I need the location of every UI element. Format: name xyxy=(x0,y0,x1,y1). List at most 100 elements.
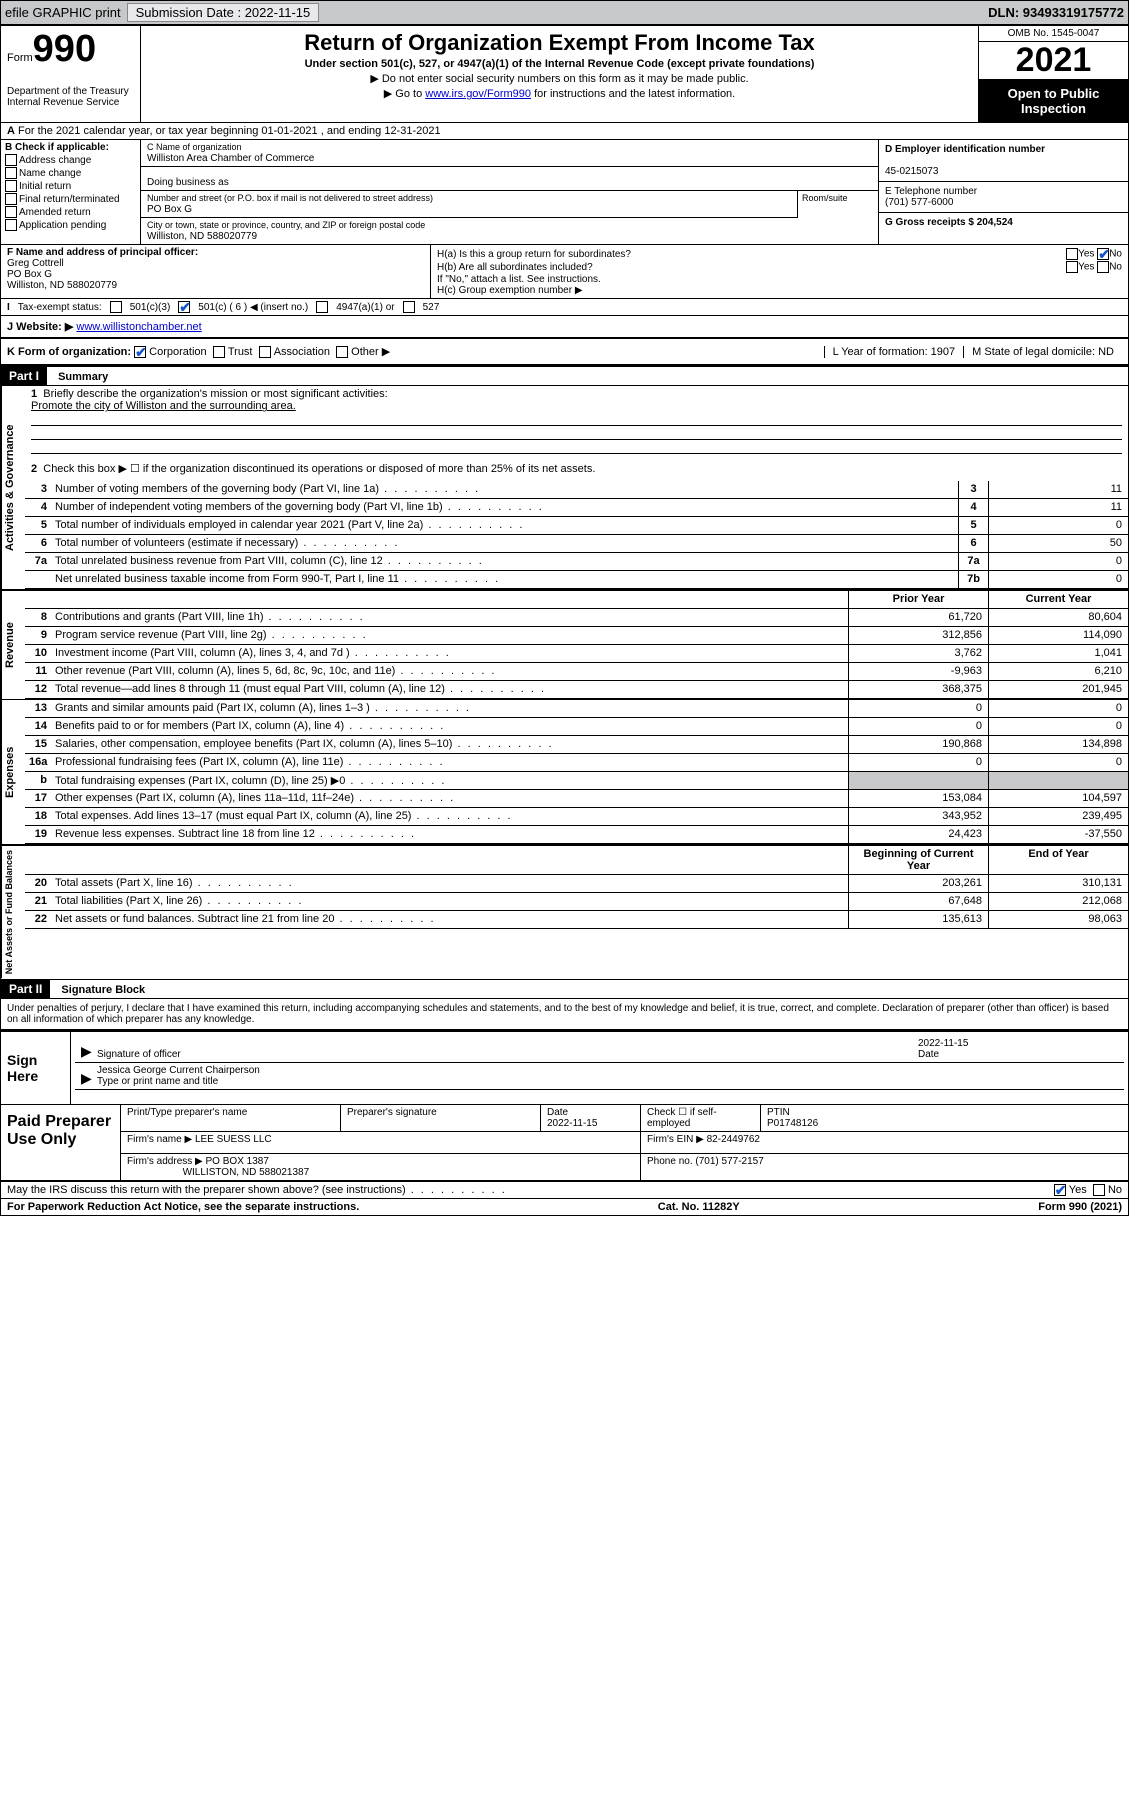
phone: (701) 577-6000 xyxy=(885,197,953,208)
table-row: 8Contributions and grants (Part VIII, li… xyxy=(25,609,1128,627)
table-row: 12Total revenue—add lines 8 through 11 (… xyxy=(25,681,1128,699)
chk-trust[interactable] xyxy=(213,346,225,358)
chk-527[interactable] xyxy=(403,301,415,313)
col-header-na: Beginning of Current Year End of Year xyxy=(25,846,1128,875)
table-row: 22Net assets or fund balances. Subtract … xyxy=(25,911,1128,929)
chk-amended[interactable] xyxy=(5,206,17,218)
irs-link[interactable]: www.irs.gov/Form990 xyxy=(425,88,531,100)
table-row: 14Benefits paid to or for members (Part … xyxy=(25,718,1128,736)
form-note1: ▶ Do not enter social security numbers o… xyxy=(147,72,972,85)
header-left: Form 990 Department of the Treasury Inte… xyxy=(1,26,141,122)
table-row: 21Total liabilities (Part X, line 26)67,… xyxy=(25,893,1128,911)
submission-button[interactable]: Submission Date : 2022-11-15 xyxy=(127,3,320,22)
summary-exp: Expenses 13Grants and similar amounts pa… xyxy=(1,699,1128,844)
chk-4947[interactable] xyxy=(316,301,328,313)
table-row: 17Other expenses (Part IX, column (A), l… xyxy=(25,790,1128,808)
website-link[interactable]: www.willistonchamber.net xyxy=(76,321,201,333)
chk-name[interactable] xyxy=(5,167,17,179)
vtab-rev: Revenue xyxy=(1,591,25,699)
chk-initial[interactable] xyxy=(5,180,17,192)
vtab-gov: Activities & Governance xyxy=(1,386,25,589)
chk-501c3[interactable] xyxy=(110,301,122,313)
header-right: OMB No. 1545-0047 2021 Open to Public In… xyxy=(978,26,1128,122)
group-return: H(a) Is this a group return for subordin… xyxy=(431,245,1128,298)
principal-officer: F Name and address of principal officer:… xyxy=(1,245,431,298)
hb-yes[interactable] xyxy=(1066,261,1078,273)
right-info: D Employer identification number45-02150… xyxy=(878,140,1128,244)
table-row: 5Total number of individuals employed in… xyxy=(25,517,1128,535)
summary-rev: Revenue Prior Year Current Year 8Contrib… xyxy=(1,589,1128,699)
summary-na: Net Assets or Fund Balances Beginning of… xyxy=(1,844,1128,978)
vtab-na: Net Assets or Fund Balances xyxy=(1,846,25,978)
org-info: C Name of organizationWilliston Area Cha… xyxy=(141,140,878,244)
table-row: 7aTotal unrelated business revenue from … xyxy=(25,553,1128,571)
form-number: 990 xyxy=(33,30,96,68)
ha-yes[interactable] xyxy=(1066,248,1078,260)
table-row: 3Number of voting members of the governi… xyxy=(25,481,1128,499)
vtab-exp: Expenses xyxy=(1,700,25,844)
table-row: 18Total expenses. Add lines 13–17 (must … xyxy=(25,808,1128,826)
row-k: K Form of organization: Corporation Trus… xyxy=(1,339,1128,366)
hb-no[interactable] xyxy=(1097,261,1109,273)
form-note2: ▶ Go to www.irs.gov/Form990 for instruct… xyxy=(147,87,972,100)
table-row: 4Number of independent voting members of… xyxy=(25,499,1128,517)
tax-year: 2021 xyxy=(979,42,1128,80)
sign-block: Sign Here ▶Signature of officer2022-11-1… xyxy=(1,1030,1128,1105)
row-a: A For the 2021 calendar year, or tax yea… xyxy=(1,123,1128,140)
chk-assoc[interactable] xyxy=(259,346,271,358)
mission: 1 Briefly describe the organization's mi… xyxy=(25,386,1128,456)
chk-501c[interactable] xyxy=(178,301,190,313)
table-row: 9Program service revenue (Part VIII, lin… xyxy=(25,627,1128,645)
table-row: 15Salaries, other compensation, employee… xyxy=(25,736,1128,754)
declaration: Under penalties of perjury, I declare th… xyxy=(1,999,1128,1030)
check-applicable: B Check if applicable: Address change Na… xyxy=(1,140,141,244)
ha-no[interactable] xyxy=(1097,248,1109,260)
col-header: Prior Year Current Year xyxy=(25,591,1128,609)
row-j: J Website: ▶ www.willistonchamber.net xyxy=(1,316,1128,339)
table-row: 6Total number of volunteers (estimate if… xyxy=(25,535,1128,553)
paid-preparer: Paid Preparer Use Only Print/Type prepar… xyxy=(1,1105,1128,1182)
table-row: bTotal fundraising expenses (Part IX, co… xyxy=(25,772,1128,790)
chk-final[interactable] xyxy=(5,193,17,205)
chk-corp[interactable] xyxy=(134,346,146,358)
table-row: 19Revenue less expenses. Subtract line 1… xyxy=(25,826,1128,844)
table-row: 20Total assets (Part X, line 16)203,2613… xyxy=(25,875,1128,893)
open-public-label: Open to Public Inspection xyxy=(979,80,1128,122)
state-domicile: M State of legal domicile: ND xyxy=(963,346,1122,358)
paid-title: Paid Preparer Use Only xyxy=(1,1105,121,1180)
section-b: B Check if applicable: Address change Na… xyxy=(1,140,1128,245)
sign-here: Sign Here xyxy=(1,1032,71,1104)
dept-label: Department of the Treasury Internal Reve… xyxy=(7,86,134,108)
chk-pending[interactable] xyxy=(5,219,17,231)
gross-receipts: G Gross receipts $ 204,524 xyxy=(885,217,1013,228)
dln-label: DLN: 93493319175772 xyxy=(988,5,1124,20)
efile-label: efile GRAPHIC print xyxy=(5,5,121,20)
may-discuss: May the IRS discuss this return with the… xyxy=(1,1182,1128,1199)
may-no[interactable] xyxy=(1093,1184,1105,1196)
row-i: ITax-exempt status: 501(c)(3) 501(c) ( 6… xyxy=(1,299,1128,316)
ein: 45-0215073 xyxy=(885,166,938,177)
org-name: Williston Area Chamber of Commerce xyxy=(147,153,314,164)
table-row: 13Grants and similar amounts paid (Part … xyxy=(25,700,1128,718)
form-title: Return of Organization Exempt From Incom… xyxy=(147,30,972,56)
form-container: Form 990 Department of the Treasury Inte… xyxy=(0,25,1129,1216)
table-row: 11Other revenue (Part VIII, column (A), … xyxy=(25,663,1128,681)
omb-label: OMB No. 1545-0047 xyxy=(979,26,1128,42)
chk-address[interactable] xyxy=(5,154,17,166)
part1-header: Part I Summary xyxy=(1,366,1128,386)
org-addr: PO Box G xyxy=(147,204,192,215)
part2-header: Part II Signature Block xyxy=(1,979,1128,999)
table-row: 16aProfessional fundraising fees (Part I… xyxy=(25,754,1128,772)
year-formation: L Year of formation: 1907 xyxy=(824,346,964,358)
footer: For Paperwork Reduction Act Notice, see … xyxy=(1,1199,1128,1215)
form-word: Form xyxy=(7,52,33,64)
header-middle: Return of Organization Exempt From Incom… xyxy=(141,26,978,122)
summary-gov: Activities & Governance 1 Briefly descri… xyxy=(1,386,1128,589)
table-row: 10Investment income (Part VIII, column (… xyxy=(25,645,1128,663)
may-yes[interactable] xyxy=(1054,1184,1066,1196)
form-header: Form 990 Department of the Treasury Inte… xyxy=(1,26,1128,123)
chk-other[interactable] xyxy=(336,346,348,358)
org-city: Williston, ND 588020779 xyxy=(147,231,257,242)
topbar: efile GRAPHIC print Submission Date : 20… xyxy=(0,0,1129,25)
form-subtitle: Under section 501(c), 527, or 4947(a)(1)… xyxy=(147,58,972,70)
